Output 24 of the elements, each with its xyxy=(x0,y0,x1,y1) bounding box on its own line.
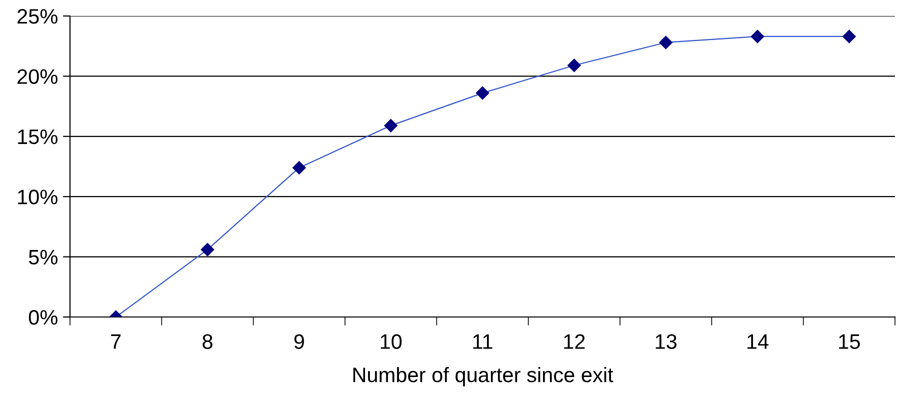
x-tick-label: 7 xyxy=(111,334,121,349)
point xyxy=(750,30,764,44)
point xyxy=(476,86,490,100)
y-tick-label: 5% xyxy=(28,250,58,265)
x-tick-label: 10 xyxy=(380,334,402,349)
point xyxy=(659,36,672,50)
point xyxy=(200,242,214,256)
x-tick-label: 9 xyxy=(294,334,304,349)
y-tick-label: 15% xyxy=(18,129,58,144)
point xyxy=(842,30,856,44)
y-tick-label: 10% xyxy=(18,190,58,204)
point xyxy=(568,58,581,72)
point xyxy=(384,118,398,132)
x-tick-label: 13 xyxy=(656,334,677,349)
y-tick-label: 20% xyxy=(18,69,58,84)
y-tick-label: 25% xyxy=(18,9,58,24)
x-tick-label: 11 xyxy=(473,334,492,349)
point xyxy=(292,161,306,174)
x-tick-label: 12 xyxy=(564,334,585,349)
x-axis-title: Number of quarter since exit xyxy=(353,366,614,386)
x-tick-label: 8 xyxy=(202,334,212,349)
x-tick-label: 14 xyxy=(748,334,768,349)
y-tick-label: 0% xyxy=(28,310,58,325)
x-tick-label: 15 xyxy=(839,334,860,349)
